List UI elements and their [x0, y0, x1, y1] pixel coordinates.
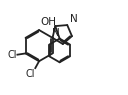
Text: N: N: [52, 28, 60, 38]
Text: Cl: Cl: [7, 50, 17, 60]
Text: Cl: Cl: [25, 69, 35, 79]
Text: N: N: [70, 14, 77, 24]
Text: OH: OH: [41, 17, 57, 27]
